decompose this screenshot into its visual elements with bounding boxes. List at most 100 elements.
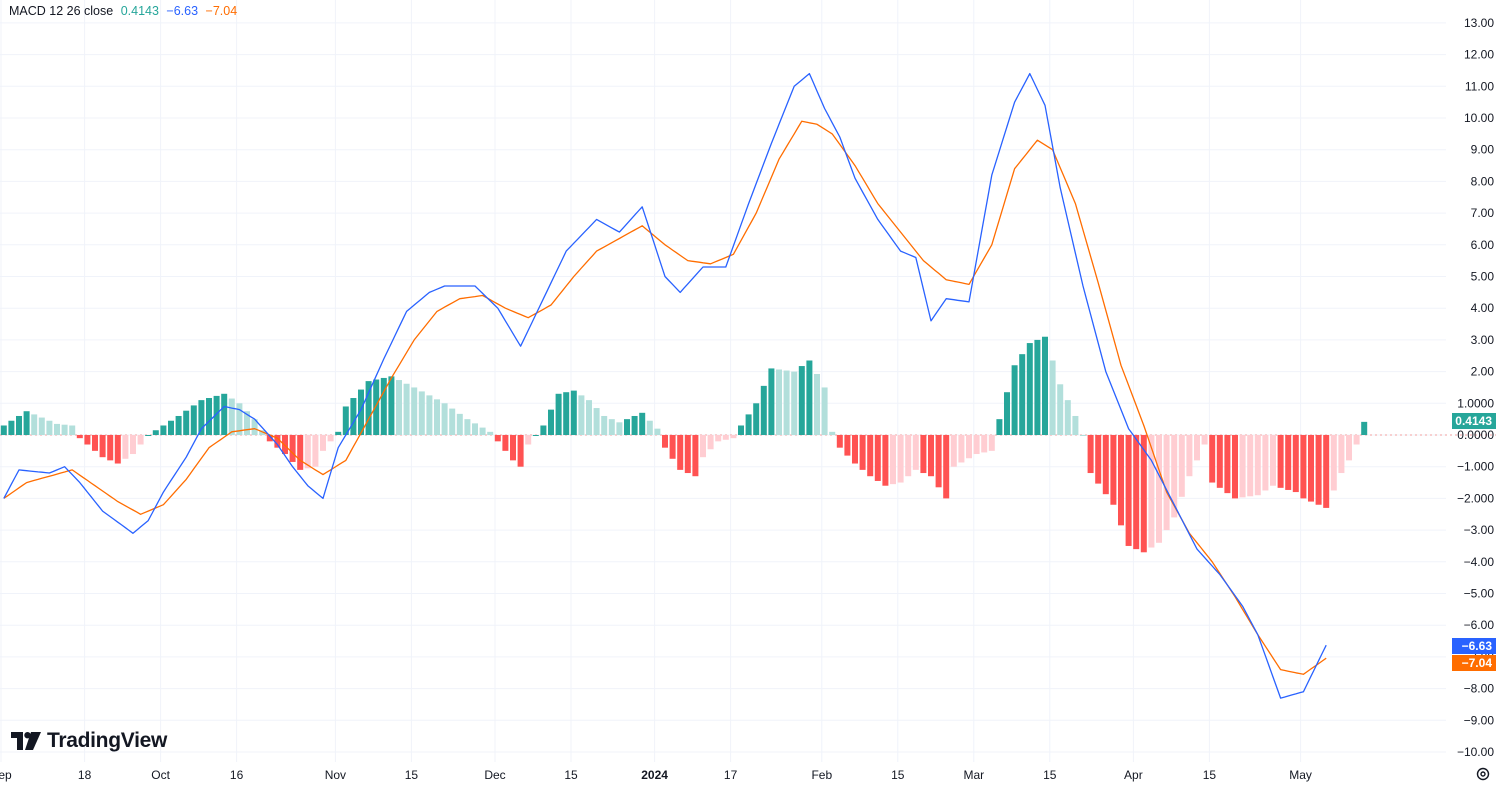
histogram-bar xyxy=(882,435,889,486)
histogram-bar xyxy=(183,410,190,435)
y-tick-label: 6.00 xyxy=(1471,238,1495,252)
histogram-bar xyxy=(304,435,311,469)
histogram-bar xyxy=(646,420,653,435)
histogram-bar xyxy=(365,381,372,435)
histogram-bar xyxy=(722,435,729,440)
histogram-bar xyxy=(928,435,934,477)
histogram-bar xyxy=(677,435,684,470)
y-tick-label: 5.00 xyxy=(1471,270,1495,284)
indicator-legend[interactable]: MACD 12 26 close 0.4143 −6.63 −7.04 xyxy=(9,4,241,18)
histogram-bar xyxy=(821,387,828,435)
histogram-bar xyxy=(829,431,836,435)
histogram-bar xyxy=(434,399,440,435)
legend-title: MACD 12 26 close xyxy=(9,4,114,18)
x-tick-label: 17 xyxy=(724,768,738,782)
signal-line-layer xyxy=(3,120,1327,675)
histogram-bar xyxy=(449,408,456,435)
histogram-bar xyxy=(76,435,83,439)
signal-line xyxy=(3,120,1327,675)
histogram-bar xyxy=(1201,435,1208,445)
histogram-bar xyxy=(426,395,433,435)
histogram-bar xyxy=(1232,435,1238,499)
histogram-bar xyxy=(1049,360,1056,435)
histogram-bar xyxy=(920,435,927,474)
y-tick-label: 4.00 xyxy=(1471,301,1495,315)
histogram-bar xyxy=(1209,435,1216,483)
histogram-bar xyxy=(61,424,68,435)
histogram-bar xyxy=(1118,435,1124,526)
histogram-bar xyxy=(897,435,904,483)
histogram-bar xyxy=(38,417,45,435)
x-tick-label: 15 xyxy=(891,768,905,782)
histogram-bar xyxy=(517,435,524,467)
histogram-bar xyxy=(175,415,182,435)
histogram-bar xyxy=(806,360,813,435)
histogram-bar xyxy=(1042,336,1048,435)
histogram-bar xyxy=(1140,435,1147,553)
histogram-bar xyxy=(1224,435,1231,494)
histogram-bar xyxy=(1300,435,1307,499)
histogram-bar xyxy=(411,387,418,435)
histogram-bar xyxy=(950,435,957,467)
histogram-bar xyxy=(1163,435,1170,531)
macd-line-layer xyxy=(3,72,1327,699)
histogram-bar xyxy=(380,377,387,435)
signal-value-badge-bg xyxy=(1452,655,1496,671)
histogram-bar xyxy=(608,419,615,435)
histogram-bar xyxy=(700,435,706,458)
x-tick-label: Feb xyxy=(811,768,832,782)
histogram-bar xyxy=(403,383,410,435)
histogram-bar xyxy=(593,408,600,435)
x-tick-label: May xyxy=(1289,768,1312,782)
histogram-bar xyxy=(555,393,562,435)
y-tick-label: 13.00 xyxy=(1464,16,1494,30)
histogram-bar xyxy=(548,409,554,435)
grid xyxy=(0,0,1446,762)
histogram-bar xyxy=(760,385,767,435)
histogram-bar xyxy=(988,435,995,451)
histogram-bar xyxy=(168,420,174,435)
histogram-bar xyxy=(662,435,668,448)
histogram-bar xyxy=(1247,435,1254,497)
histogram-bar xyxy=(494,435,501,442)
histogram-bar xyxy=(654,428,661,435)
histogram-bar xyxy=(540,425,547,435)
histogram-bar xyxy=(1034,339,1041,435)
macd-value-badge-bg xyxy=(1452,638,1496,654)
hist-value-badge: 0.4143 xyxy=(1455,414,1492,428)
x-tick-label: 15 xyxy=(1203,768,1217,782)
x-tick-label: 15 xyxy=(564,768,578,782)
histogram-bar xyxy=(198,400,205,435)
histogram-bar xyxy=(137,435,144,445)
x-tick-label: Dec xyxy=(484,768,505,782)
histogram-bar xyxy=(312,435,319,467)
histogram-bar xyxy=(274,435,281,448)
histogram-bar xyxy=(190,405,197,435)
x-tick-label: Oct xyxy=(151,768,170,782)
y-tick-label: −5.00 xyxy=(1464,587,1495,601)
histogram-bar xyxy=(905,435,912,477)
histogram-bar xyxy=(874,435,881,481)
histogram-bar xyxy=(836,435,843,448)
settings-gear-icon[interactable] xyxy=(1475,766,1491,782)
histogram-bar xyxy=(730,435,737,439)
histogram-bar xyxy=(707,435,714,450)
histogram-bar xyxy=(388,376,395,435)
histogram-bar xyxy=(996,419,1003,435)
tradingview-logo[interactable]: TradingView xyxy=(11,729,167,753)
histogram-bar xyxy=(859,435,866,470)
histogram-bar xyxy=(852,435,858,464)
y-axis: 13.00 12.00 11.00 10.00 9.00 8.00 7.00 6.00 5.00… xyxy=(1457,16,1494,759)
y-tick-label: 8.00 xyxy=(1471,174,1495,188)
histogram-bar xyxy=(92,435,98,451)
histogram-bar xyxy=(282,435,288,455)
histogram-bar xyxy=(692,435,699,477)
histogram-bar xyxy=(23,411,30,435)
macd-value-badge: −6.63 xyxy=(1462,639,1493,653)
histogram-bar xyxy=(1338,435,1345,474)
y-tick-label: −6.00 xyxy=(1464,618,1495,632)
histogram-bar xyxy=(122,435,129,459)
histogram-bar xyxy=(867,435,874,477)
